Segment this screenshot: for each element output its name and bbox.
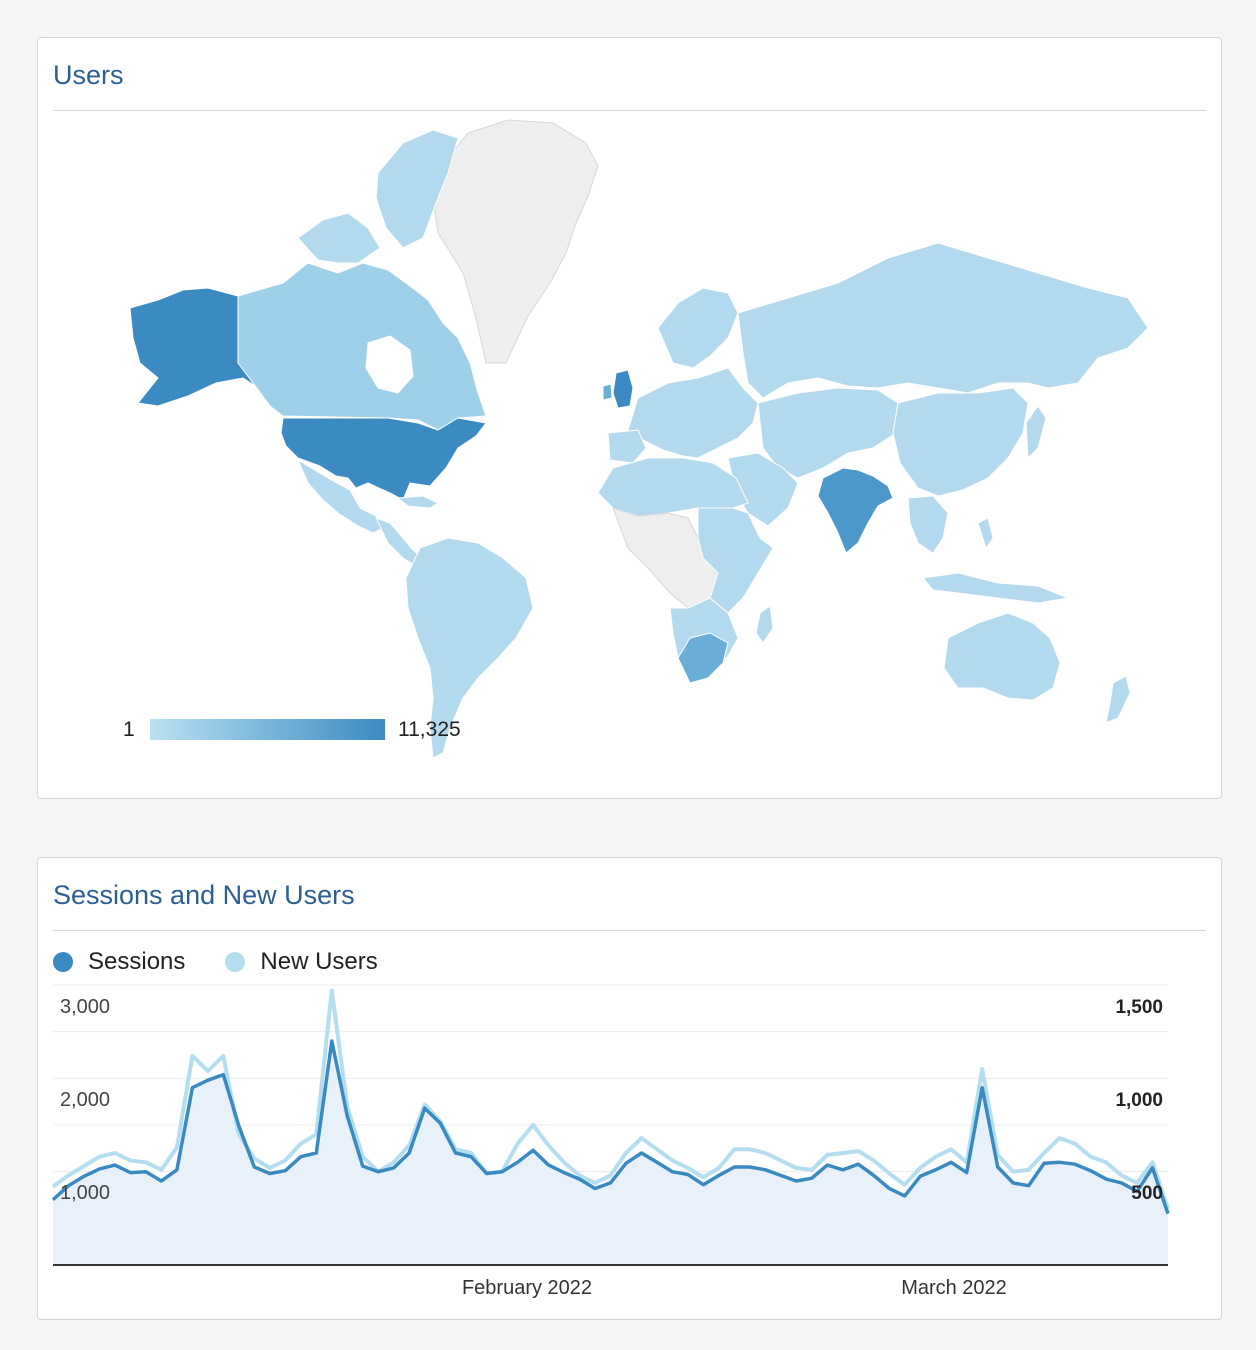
map-region-caribbean[interactable] — [397, 495, 439, 509]
sessions-legend-dot — [53, 952, 73, 972]
y-axis-right-ticks: 1,500 1,000 500 — [1115, 997, 1163, 1204]
map-region-baffin-island[interactable] — [375, 129, 459, 249]
map-region-iberia[interactable] — [607, 429, 647, 464]
title-divider — [53, 930, 1206, 931]
map-region-south-africa[interactable] — [677, 632, 729, 684]
map-legend-min-label: 1 — [123, 718, 135, 741]
title-divider — [53, 110, 1206, 111]
world-map[interactable] — [38, 38, 1223, 800]
series-line-sessions[interactable] — [51, 1039, 1170, 1215]
chart-legend: Sessions New Users — [53, 947, 418, 977]
map-region-central-asia[interactable] — [757, 387, 899, 479]
map-region-madagascar[interactable] — [755, 605, 774, 644]
map-region-indonesia[interactable] — [922, 572, 1069, 604]
map-region-alaska[interactable] — [129, 287, 267, 407]
sessions-card-title: Sessions and New Users — [53, 880, 355, 910]
y-tick-left-2: 1,000 — [60, 1182, 110, 1204]
map-region-canada[interactable] — [237, 262, 487, 431]
legend-item-sessions[interactable]: Sessions — [53, 948, 185, 976]
map-region-north-africa[interactable] — [597, 457, 749, 517]
map-region-hudson-bay[interactable] — [365, 335, 414, 394]
map-color-scale — [150, 719, 385, 740]
users-card: Users — [37, 37, 1222, 799]
sessions-card: Sessions and New Users Sessions New User… — [37, 857, 1222, 1320]
x-tick-february: February 2022 — [462, 1277, 592, 1299]
map-region-india[interactable] — [817, 467, 894, 554]
map-region-philippines[interactable] — [977, 517, 994, 549]
y-tick-left-0: 3,000 — [60, 996, 110, 1018]
sessions-area-fill — [53, 1041, 1168, 1265]
map-region-south-america[interactable] — [405, 537, 534, 759]
y-tick-left-1: 2,000 — [60, 1089, 110, 1111]
x-tick-march: March 2022 — [901, 1277, 1007, 1299]
map-region-china[interactable] — [892, 387, 1029, 497]
y-tick-right-2: 500 — [1131, 1183, 1163, 1204]
series-line-new-users[interactable] — [51, 988, 1170, 1210]
map-region-scandinavia[interactable] — [657, 287, 739, 369]
map-region-greenland[interactable] — [432, 119, 599, 364]
map-legend-max-label: 11,325 — [398, 718, 461, 741]
map-region-europe[interactable] — [627, 367, 759, 459]
map-region-new-zealand[interactable] — [1105, 675, 1131, 724]
legend-label-new-users: New Users — [260, 948, 378, 975]
map-region-mexico[interactable] — [297, 459, 384, 534]
map-region-australia[interactable] — [943, 612, 1061, 701]
y-axis-left-ticks: 3,000 2,000 1,000 — [60, 996, 110, 1204]
map-region-russia[interactable] — [737, 242, 1149, 399]
map-region-east-africa[interactable] — [697, 507, 774, 614]
map-region-japan[interactable] — [1025, 405, 1047, 459]
y-tick-right-1: 1,000 — [1115, 1090, 1163, 1111]
map-region-ireland[interactable] — [602, 383, 613, 401]
legend-label-sessions: Sessions — [88, 948, 186, 975]
map-region-canadian-arctic[interactable] — [297, 212, 381, 264]
map-region-southeast-asia[interactable] — [907, 495, 949, 554]
users-card-title: Users — [53, 60, 124, 90]
sessions-line-chart[interactable]: 3,000 2,000 1,000 1,500 1,000 500 Februa… — [38, 858, 1223, 1321]
legend-item-new-users[interactable]: New Users — [225, 948, 378, 976]
new-users-legend-dot — [225, 952, 246, 972]
map-region-usa[interactable] — [280, 417, 487, 501]
y-tick-right-0: 1,500 — [1115, 997, 1163, 1018]
map-region-uk[interactable] — [612, 369, 634, 409]
